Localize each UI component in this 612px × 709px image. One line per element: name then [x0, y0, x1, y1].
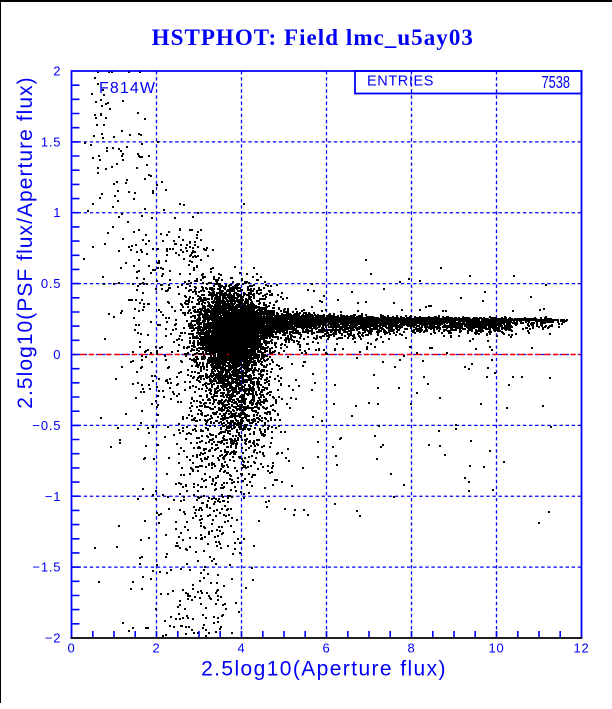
svg-text:−1.5: −1.5: [32, 560, 61, 575]
svg-text:2: 2: [152, 640, 160, 655]
svg-text:−0.5: −0.5: [32, 418, 61, 433]
svg-text:0.5: 0.5: [41, 276, 61, 291]
svg-text:0: 0: [67, 640, 75, 655]
svg-text:HSTPHOT: Field lmc_u5ay03: HSTPHOT: Field lmc_u5ay03: [152, 25, 474, 50]
svg-text:2.5log10(PSF flux/Aperture flu: 2.5log10(PSF flux/Aperture flux): [14, 76, 37, 408]
svg-text:0: 0: [53, 347, 61, 362]
svg-text:1: 1: [53, 205, 61, 220]
svg-text:−2: −2: [45, 631, 61, 646]
svg-text:8: 8: [407, 640, 415, 655]
svg-text:ENTRIES: ENTRIES: [367, 74, 434, 90]
svg-text:6: 6: [322, 640, 330, 655]
svg-text:2.5log10(Aperture flux): 2.5log10(Aperture flux): [201, 658, 447, 681]
svg-text:4: 4: [237, 640, 245, 655]
svg-text:2: 2: [53, 64, 61, 79]
svg-text:F814W: F814W: [99, 80, 156, 97]
svg-text:−1: −1: [45, 489, 61, 504]
svg-text:12: 12: [573, 640, 589, 655]
svg-text:1.5: 1.5: [41, 134, 61, 149]
svg-text:10: 10: [488, 640, 504, 655]
svg-text:7538: 7538: [542, 72, 571, 92]
